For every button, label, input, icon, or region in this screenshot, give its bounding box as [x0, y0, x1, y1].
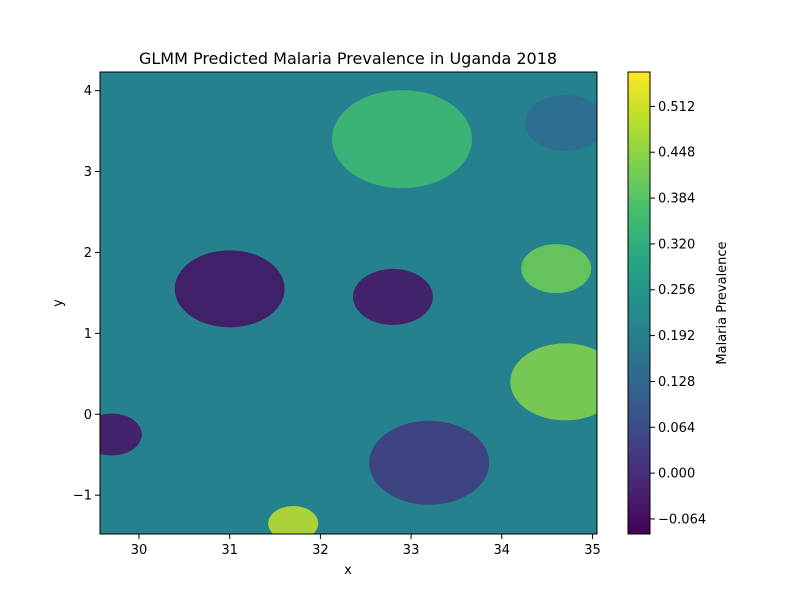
colorbar-tick-label: 0.448	[658, 146, 695, 161]
colorbar-tick-label: 0.256	[658, 283, 695, 298]
y-axis: −1 0 1 2 3 4	[73, 84, 100, 504]
y-tick-label: 3	[84, 165, 92, 180]
colorbar-tick-label: 0.192	[658, 329, 695, 344]
heatmap-region	[510, 343, 597, 421]
heatmap-region	[521, 244, 592, 294]
heatmap-region	[369, 420, 490, 505]
heatmap-region	[100, 413, 142, 456]
colorbar-label: Malaria Prevalence	[715, 241, 730, 364]
y-tick-label: −1	[73, 489, 92, 504]
x-tick-label: 30	[131, 543, 148, 558]
x-tick-label: 34	[493, 543, 510, 558]
heatmap-region	[268, 505, 319, 534]
heatmap-field	[100, 72, 597, 534]
plot-frame	[99, 71, 598, 535]
y-tick-label: 2	[84, 246, 92, 261]
heatmap-region	[525, 94, 597, 151]
x-tick-label: 32	[312, 543, 329, 558]
colorbar-tick-label: 0.384	[658, 192, 695, 207]
x-axis-label: x	[344, 563, 352, 578]
y-tick-label: 0	[84, 408, 92, 423]
y-tick-label: 4	[84, 84, 92, 99]
x-tick-label: 35	[584, 543, 601, 558]
colorbar-tick-label: −0.064	[658, 512, 706, 527]
colorbar-tick-label: 0.000	[658, 467, 695, 482]
colorbar-tick-label: 0.512	[658, 100, 695, 115]
x-tick-label: 31	[221, 543, 238, 558]
colorbar-tick-label: 0.064	[658, 421, 695, 436]
x-axis: 30 31 32 33 34 35	[131, 534, 601, 558]
heatmap-region	[332, 90, 473, 189]
colorbar	[627, 71, 651, 535]
heatmap-region	[352, 268, 433, 325]
y-axis-label: y	[51, 299, 66, 307]
colorbar-tick-label: 0.320	[658, 237, 695, 252]
colorbar-ticks: −0.064 0.000 0.064 0.128 0.192 0.256 0.320 0.38…	[650, 100, 706, 527]
heatmap-region	[174, 250, 285, 328]
chart-title: GLMM Predicted Malaria Prevalence in Uga…	[139, 49, 557, 68]
y-tick-label: 1	[84, 327, 92, 342]
colorbar-tick-label: 0.128	[658, 375, 695, 390]
x-tick-label: 33	[403, 543, 420, 558]
